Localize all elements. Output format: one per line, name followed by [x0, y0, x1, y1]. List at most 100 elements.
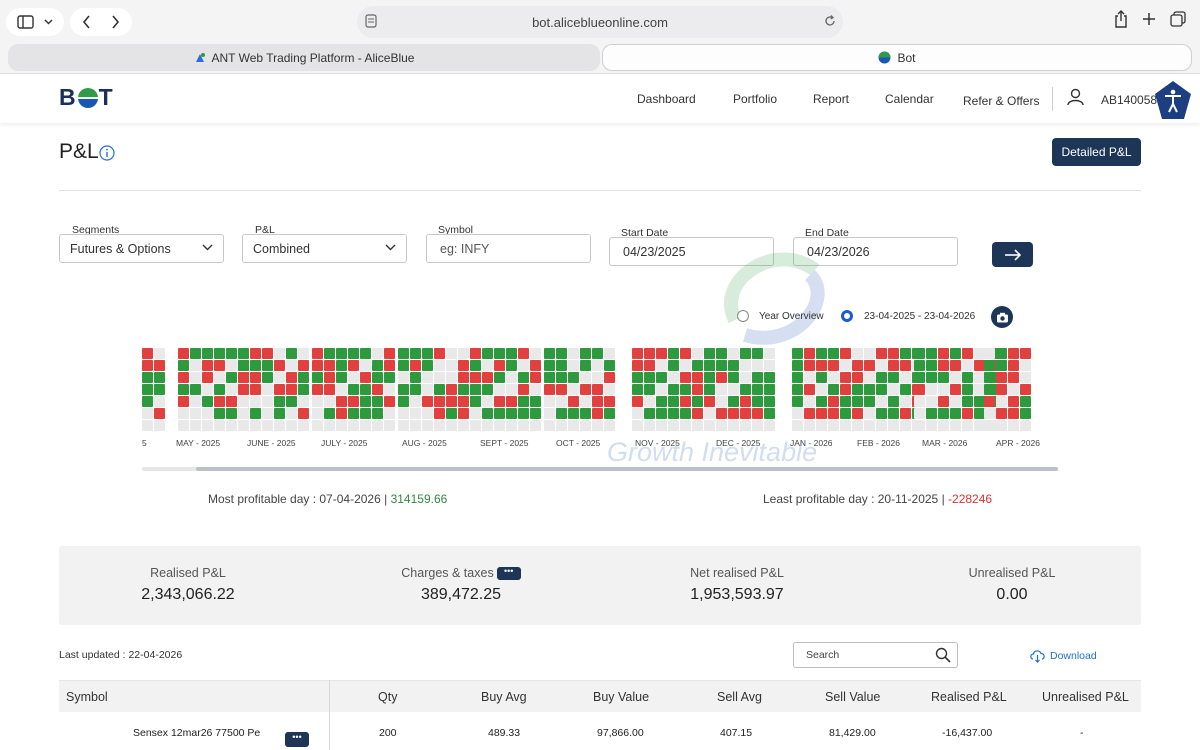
heatmap-day-cell[interactable]	[926, 408, 937, 419]
heatmap-day-cell[interactable]	[530, 408, 541, 419]
heatmap-day-cell[interactable]	[926, 372, 937, 383]
heatmap-day-cell[interactable]	[178, 396, 189, 407]
heatmap-day-cell[interactable]	[214, 408, 225, 419]
heatmap-day-cell[interactable]	[214, 384, 225, 395]
heatmap-day-cell[interactable]	[410, 372, 421, 383]
heatmap-day-cell[interactable]	[202, 372, 213, 383]
heatmap-day-cell[interactable]	[680, 408, 691, 419]
heatmap-day-cell[interactable]	[398, 396, 409, 407]
heatmap-day-cell[interactable]	[372, 360, 383, 371]
heatmap-day-cell[interactable]	[142, 408, 153, 419]
heatmap-day-cell[interactable]	[840, 420, 851, 431]
heatmap-day-cell[interactable]	[632, 372, 643, 383]
heatmap-day-cell[interactable]	[828, 420, 839, 431]
heatmap-day-cell[interactable]	[996, 372, 1007, 383]
heatmap-day-cell[interactable]	[680, 384, 691, 395]
heatmap-day-cell[interactable]	[764, 396, 775, 407]
heatmap-day-cell[interactable]	[348, 348, 359, 359]
heatmap-day-cell[interactable]	[446, 360, 457, 371]
heatmap-day-cell[interactable]	[410, 420, 421, 431]
heatmap-day-cell[interactable]	[888, 372, 899, 383]
heatmap-day-cell[interactable]	[888, 396, 899, 407]
heatmap-day-cell[interactable]	[298, 360, 309, 371]
heatmap-day-cell[interactable]	[804, 372, 815, 383]
heatmap-day-cell[interactable]	[914, 372, 925, 383]
heatmap-day-cell[interactable]	[518, 372, 529, 383]
heatmap-day-cell[interactable]	[470, 396, 481, 407]
charges-more-button[interactable]: •••	[496, 567, 521, 581]
heatmap-day-cell[interactable]	[214, 372, 225, 383]
heatmap-day-cell[interactable]	[740, 396, 751, 407]
heatmap-day-cell[interactable]	[262, 420, 273, 431]
heatmap-day-cell[interactable]	[384, 408, 395, 419]
heatmap-day-cell[interactable]	[202, 348, 213, 359]
heatmap-day-cell[interactable]	[324, 384, 335, 395]
heatmap-day-cell[interactable]	[154, 372, 165, 383]
heatmap-day-cell[interactable]	[384, 372, 395, 383]
heatmap-day-cell[interactable]	[704, 384, 715, 395]
heatmap-day-cell[interactable]	[544, 396, 555, 407]
heatmap-day-cell[interactable]	[852, 360, 863, 371]
heatmap-day-cell[interactable]	[852, 348, 863, 359]
heatmap-day-cell[interactable]	[544, 384, 555, 395]
heatmap-day-cell[interactable]	[840, 360, 851, 371]
heatmap-day-cell[interactable]	[716, 384, 727, 395]
heatmap-day-cell[interactable]	[632, 360, 643, 371]
heatmap-day-cell[interactable]	[568, 360, 579, 371]
heatmap-day-cell[interactable]	[360, 396, 371, 407]
heatmap-day-cell[interactable]	[286, 420, 297, 431]
heatmap-day-cell[interactable]	[422, 408, 433, 419]
heatmap-day-cell[interactable]	[494, 408, 505, 419]
heatmap-day-cell[interactable]	[1020, 360, 1031, 371]
heatmap-day-cell[interactable]	[974, 420, 985, 431]
heatmap-day-cell[interactable]	[938, 348, 949, 359]
heatmap-day-cell[interactable]	[324, 408, 335, 419]
heatmap-day-cell[interactable]	[984, 408, 995, 419]
heatmap-day-cell[interactable]	[580, 372, 591, 383]
heatmap-day-cell[interactable]	[926, 420, 937, 431]
heatmap-day-cell[interactable]	[840, 372, 851, 383]
heatmap-day-cell[interactable]	[556, 408, 567, 419]
heatmap-day-cell[interactable]	[470, 360, 481, 371]
heatmap-day-cell[interactable]	[494, 372, 505, 383]
heatmap-day-cell[interactable]	[950, 372, 961, 383]
heatmap-day-cell[interactable]	[692, 372, 703, 383]
heatmap-day-cell[interactable]	[250, 348, 261, 359]
heatmap-day-cell[interactable]	[900, 360, 911, 371]
heatmap-day-cell[interactable]	[298, 408, 309, 419]
heatmap-day-cell[interactable]	[604, 372, 615, 383]
heatmap-day-cell[interactable]	[336, 408, 347, 419]
heatmap-day-cell[interactable]	[656, 372, 667, 383]
heatmap-day-cell[interactable]	[804, 360, 815, 371]
heatmap-day-cell[interactable]	[740, 360, 751, 371]
heatmap-day-cell[interactable]	[530, 396, 541, 407]
heatmap-day-cell[interactable]	[938, 408, 949, 419]
heatmap-day-cell[interactable]	[996, 360, 1007, 371]
heatmap-day-cell[interactable]	[740, 420, 751, 431]
heatmap-day-cell[interactable]	[962, 408, 973, 419]
user-icon[interactable]	[1067, 88, 1084, 106]
heatmap-day-cell[interactable]	[604, 360, 615, 371]
heatmap-day-cell[interactable]	[692, 348, 703, 359]
col-qty[interactable]: Qty	[378, 690, 398, 704]
heatmap-day-cell[interactable]	[864, 360, 875, 371]
heatmap-day-cell[interactable]	[752, 408, 763, 419]
heatmap-day-cell[interactable]	[914, 384, 925, 395]
heatmap-day-cell[interactable]	[336, 396, 347, 407]
heatmap-day-cell[interactable]	[470, 384, 481, 395]
heatmap-day-cell[interactable]	[668, 396, 679, 407]
heatmap-day-cell[interactable]	[384, 420, 395, 431]
heatmap-day-cell[interactable]	[482, 360, 493, 371]
heatmap-day-cell[interactable]	[482, 372, 493, 383]
heatmap-day-cell[interactable]	[1020, 372, 1031, 383]
heatmap-day-cell[interactable]	[142, 384, 153, 395]
heatmap-day-cell[interactable]	[996, 420, 1007, 431]
heatmap-day-cell[interactable]	[568, 396, 579, 407]
heatmap-day-cell[interactable]	[900, 408, 911, 419]
heatmap-day-cell[interactable]	[178, 372, 189, 383]
heatmap-day-cell[interactable]	[312, 360, 323, 371]
heatmap-day-cell[interactable]	[728, 384, 739, 395]
heatmap-day-cell[interactable]	[716, 396, 727, 407]
heatmap-day-cell[interactable]	[482, 348, 493, 359]
